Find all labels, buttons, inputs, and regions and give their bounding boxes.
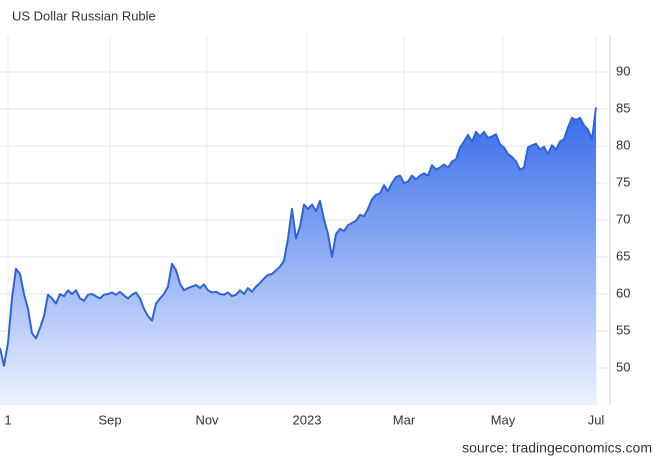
line [0,107,597,367]
chart-title: US Dollar Russian Ruble [12,8,156,23]
y-tick-label: 55 [616,322,630,337]
y-tick-label: 85 [616,100,630,115]
y-tick-label: 60 [616,285,630,300]
x-tick-label: Jul [588,412,605,427]
x-tick-label: 2023 [293,412,322,427]
y-tick-label: 70 [616,211,630,226]
x-tick-label: Sep [98,412,121,427]
y-tick-label: 80 [616,137,630,152]
y-tick-label: 90 [616,63,630,78]
x-tick-label: Nov [195,412,219,427]
x-tick-label: May [491,412,516,427]
y-tick-label: 50 [616,359,630,374]
area [0,107,596,405]
x-tick-label: 1 [4,412,11,427]
y-tick-label: 75 [616,174,630,189]
source: source: tradingeconomics.com [462,440,652,456]
x-tick-label: Mar [393,412,416,427]
y-tick-label: 65 [616,248,630,263]
